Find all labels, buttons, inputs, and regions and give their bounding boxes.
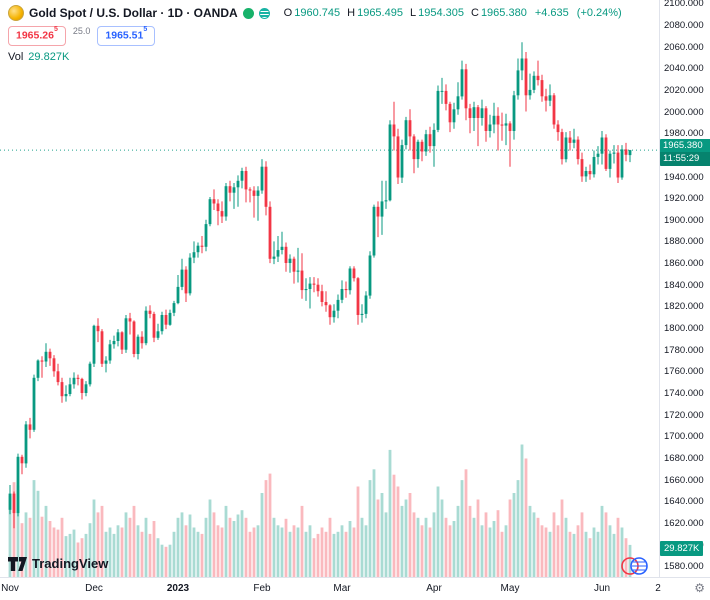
- candlestick-chart[interactable]: [0, 0, 659, 577]
- time-tick-label[interactable]: Apr: [426, 583, 442, 594]
- low-value: 1954.305: [418, 7, 464, 19]
- legend: Gold Spot / U.S. Dollar · 1D · OANDA O 19…: [8, 5, 622, 68]
- tradingview-logo[interactable]: TradingView: [8, 556, 108, 571]
- gold-coin-icon: [8, 5, 24, 21]
- bar-countdown: 11:55:29: [660, 152, 710, 166]
- price-scale[interactable]: 1965.380 11:55:29 29.827K 2100.000 2080.0…: [659, 0, 710, 577]
- price-tick-label: 1860.000: [664, 258, 704, 269]
- time-tick-label[interactable]: 2023: [166, 583, 190, 594]
- low-label: L: [409, 7, 417, 19]
- data-connection-icon[interactable]: [258, 7, 270, 19]
- high-label: H: [347, 7, 356, 19]
- time-tick-label[interactable]: May: [500, 583, 520, 594]
- price-tick-label: 2040.000: [664, 63, 704, 74]
- price-tick-label: 2000.000: [664, 107, 704, 118]
- last-price-tag: 1965.380 11:55:29: [660, 139, 710, 166]
- price-tick-label: 2080.000: [664, 20, 704, 31]
- price-tick-label: 2100.000: [664, 0, 704, 9]
- price-tick-label: 1660.000: [664, 475, 704, 486]
- symbol-row: Gold Spot / U.S. Dollar · 1D · OANDA O 19…: [8, 5, 622, 21]
- volume-value: 29.827K: [28, 50, 70, 63]
- open-value: 1960.745: [294, 7, 341, 19]
- price-tick-label: 1640.000: [664, 496, 704, 507]
- price-tick-label: 1580.000: [664, 561, 704, 572]
- ohlc-values: O 1960.745 H 1965.495 L 1954.305 C 1965.380: [279, 7, 527, 19]
- sell-button[interactable]: 1965.265: [8, 26, 66, 46]
- price-chart-pane[interactable]: Gold Spot / U.S. Dollar · 1D · OANDA O 19…: [0, 0, 659, 577]
- tradingview-logo-text: TradingView: [32, 556, 109, 571]
- time-scale[interactable]: Nov Dec 2023 Feb Mar Apr May Jun 2 ⚙: [0, 577, 710, 600]
- time-tick-label[interactable]: Feb: [253, 583, 271, 594]
- price-tick-label: 1740.000: [664, 388, 704, 399]
- close-value: 1965.380: [480, 7, 527, 19]
- spread-value: 25.0: [72, 26, 91, 36]
- gear-icon[interactable]: ⚙: [694, 581, 705, 595]
- change-value: +4.635: [534, 7, 569, 19]
- price-tick-label: 1840.000: [664, 280, 704, 291]
- time-tick-label[interactable]: Dec: [85, 583, 103, 594]
- market-open-dot-icon[interactable]: [242, 7, 254, 19]
- price-tick-label: 1900.000: [664, 215, 704, 226]
- time-tick-label[interactable]: Nov: [1, 583, 19, 594]
- close-label: C: [470, 7, 479, 19]
- price-tick-label: 1780.000: [664, 345, 704, 356]
- price-tick-label: 2020.000: [664, 85, 704, 96]
- buy-button[interactable]: 1965.515: [97, 26, 156, 46]
- time-tick-label[interactable]: Jun: [593, 583, 611, 594]
- price-tick-label: 1760.000: [664, 366, 704, 377]
- globe-icon[interactable]: [620, 555, 650, 582]
- price-tick-label: 1820.000: [664, 301, 704, 312]
- price-tick-label: 1920.000: [664, 193, 704, 204]
- price-tick-label: 1620.000: [664, 518, 704, 529]
- symbol-title[interactable]: Gold Spot / U.S. Dollar · 1D · OANDA: [29, 6, 238, 20]
- time-tick-label[interactable]: Mar: [333, 583, 351, 594]
- time-tick-label[interactable]: 2: [655, 583, 661, 594]
- high-value: 1965.495: [357, 7, 403, 19]
- price-tick-label: 1680.000: [664, 453, 704, 464]
- price-tick-label: 1800.000: [664, 323, 704, 334]
- price-tick-label: 2060.000: [664, 42, 704, 53]
- open-label: O: [283, 7, 293, 19]
- quote-row: 1965.265 25.0 1965.515: [8, 26, 622, 46]
- volume-label[interactable]: Vol: [8, 50, 24, 63]
- volume-axis-tag: 29.827K: [660, 541, 704, 556]
- price-tick-label: 1880.000: [664, 236, 704, 247]
- price-tick-label: 1940.000: [664, 172, 704, 183]
- volume-row: Vol 29.827K: [8, 51, 622, 63]
- change-percent: (+0.24%): [576, 7, 622, 19]
- price-tick-label: 1720.000: [664, 410, 704, 421]
- last-price-value: 1965.380: [663, 140, 703, 151]
- tradingview-logo-icon: [8, 556, 27, 571]
- price-tick-label: 1700.000: [664, 431, 704, 442]
- price-tick-label: 1980.000: [664, 128, 704, 139]
